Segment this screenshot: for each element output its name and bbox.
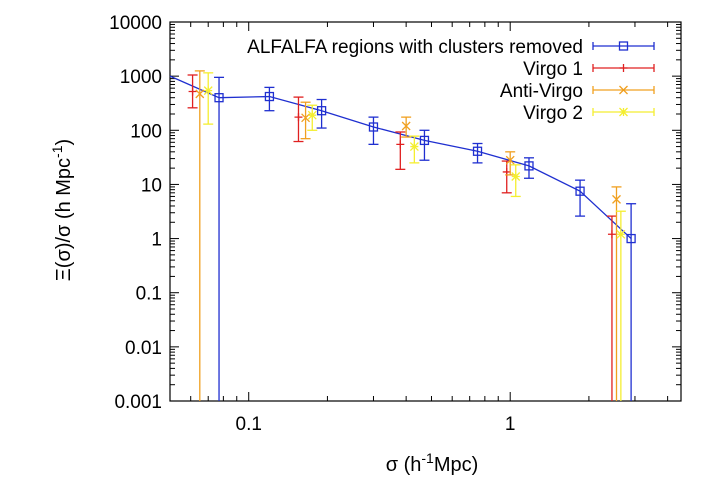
x-tick-label: 1 (505, 414, 516, 435)
legend: ALFALFA regions with clusters removedVir… (247, 37, 655, 124)
series-star (203, 72, 626, 401)
y-tick-label: 100 (130, 121, 162, 142)
data-point-marker (301, 113, 311, 123)
x-axis-title: σ (h-1Mpc) (386, 450, 479, 476)
series-plus (187, 74, 617, 401)
legend-label: Virgo 2 (523, 103, 583, 124)
series-square (169, 75, 637, 401)
data-point-marker (619, 107, 628, 117)
data-point-marker (618, 41, 629, 51)
plot-frame (169, 21, 682, 402)
data-point-marker (575, 186, 585, 196)
data-point-marker (307, 110, 317, 120)
legend-item: Virgo 1 (523, 59, 655, 80)
series-x (194, 70, 622, 401)
series-line (169, 75, 632, 240)
data-point-marker (607, 230, 616, 239)
data-point-marker (214, 93, 224, 103)
legend-item: Virgo 2 (523, 103, 655, 124)
data-point-marker (511, 172, 521, 181)
data-point-marker (188, 87, 197, 96)
y-tick-label: 0.1 (136, 284, 162, 305)
x-tick-label: 0.1 (236, 414, 262, 435)
data-point-marker (524, 161, 534, 171)
data-point-marker (195, 89, 205, 99)
y-axis-title: Ξ(σ)/σ (h Mpc-1) (49, 139, 75, 281)
data-point-marker (401, 121, 411, 131)
y-tick-label: 0.01 (125, 338, 162, 359)
data-point-marker (616, 229, 626, 239)
y-tick-label: 10000 (109, 13, 162, 34)
data-point-marker (409, 142, 419, 152)
data-point-marker (472, 146, 483, 156)
data-point-marker (264, 91, 275, 102)
data-point-marker (619, 64, 628, 72)
y-tick-label: 0.001 (114, 392, 162, 413)
data-point-marker (368, 122, 379, 132)
data-point-marker (505, 155, 515, 165)
data-point-marker (294, 113, 303, 122)
legend-label: Anti-Virgo (500, 81, 583, 102)
y-tick-label: 1 (151, 230, 162, 251)
plot-area (169, 70, 637, 401)
data-point-marker (203, 86, 213, 96)
data-point-marker (626, 233, 636, 244)
data-point-marker (419, 135, 430, 146)
legend-label: ALFALFA regions with clusters removed (247, 37, 583, 58)
data-point-marker (316, 106, 327, 116)
legend-item: ALFALFA regions with clusters removed (247, 37, 655, 58)
data-point-marker (619, 85, 628, 95)
legend-item: Anti-Virgo (500, 81, 655, 102)
axes: 0.001 0.01 0.1 1 10 100 1000 10000 0.1 1 (109, 13, 682, 435)
data-point-marker (612, 194, 621, 204)
data-point-marker (396, 140, 405, 149)
y-tick-label: 10 (141, 175, 162, 196)
y-tick-label: 1000 (120, 67, 162, 88)
legend-label: Virgo 1 (523, 59, 583, 80)
